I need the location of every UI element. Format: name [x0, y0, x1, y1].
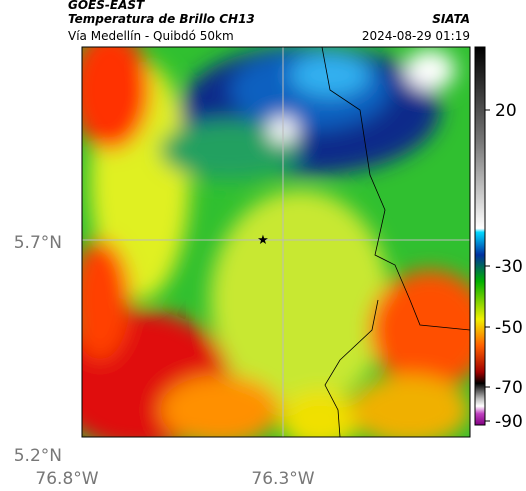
- route: Vía Medellín - Quibdó 50km: [68, 29, 234, 43]
- colorbar-label: -30: [495, 257, 523, 277]
- source: GOES-EAST: [68, 0, 145, 12]
- datetime: 2024-08-29 01:19: [362, 29, 470, 43]
- colorbar-label: 20: [495, 101, 517, 121]
- lat-label: 5.7°N: [14, 233, 62, 253]
- colorbar-label: -90: [495, 412, 523, 432]
- lon-label: 76.3°W: [251, 469, 314, 489]
- product: Temperatura de Brillo CH13: [68, 12, 255, 26]
- lat-label: 5.2°N: [14, 446, 62, 466]
- colorbar-label: -70: [495, 378, 523, 398]
- lon-label: 76.8°W: [35, 469, 98, 489]
- colorbar: [474, 46, 486, 426]
- map-frame: [81, 46, 471, 438]
- brightness-field: ★: [82, 47, 470, 437]
- border: [321, 47, 470, 437]
- city-marker: ★: [257, 233, 269, 248]
- colorbar-label: -50: [495, 318, 523, 338]
- agency: SIATA: [432, 12, 470, 26]
